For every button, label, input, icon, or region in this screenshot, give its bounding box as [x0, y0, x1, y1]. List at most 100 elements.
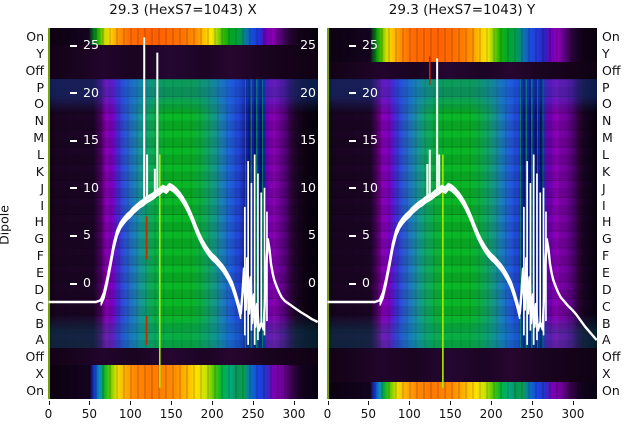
gap-bottom [48, 348, 318, 366]
row-label-right-12: G [602, 231, 612, 247]
row-label-right-21: On [602, 383, 620, 399]
inner-ytick-value: 5 [362, 227, 370, 243]
row-label-right-6: M [602, 130, 613, 146]
inner-ytick-dash [349, 92, 356, 95]
inner-ytick-value: 25 [83, 37, 99, 52]
x-tick-1-100 [409, 401, 411, 405]
x-tick-label-1-150: 150 [438, 407, 462, 421]
x-tick-label-1-200: 200 [479, 407, 503, 421]
inner-ytick-left-25: 25 [349, 38, 378, 52]
x-tick-label-1-250: 250 [520, 407, 544, 421]
heatmap-panel-0: 25 25 20 20 15 15 10 10 5 5 0 0 [48, 28, 318, 399]
x-tick-label-0-250: 250 [241, 407, 265, 421]
row-label-left-19: Off [25, 349, 44, 365]
row-label-right-15: D [602, 281, 612, 297]
overlay-curve [327, 182, 597, 341]
body-row-bands [327, 78, 597, 349]
gap-top [48, 44, 318, 79]
row-label-left-16: C [35, 298, 44, 314]
row-label-right-1: Y [602, 45, 610, 61]
inner-ytick-value: 0 [362, 275, 370, 290]
row-label-right-11: H [602, 214, 612, 230]
overlay-curve [100, 188, 242, 320]
inner-ytick-value: 20 [83, 84, 99, 100]
inner-ytick-dash [349, 282, 356, 285]
inner-ytick-right-10: 10 [300, 179, 316, 195]
row-label-left-9: J [40, 180, 44, 196]
row-label-right-17: B [602, 315, 611, 331]
row-label-right-5: N [602, 113, 612, 129]
x-tick-1-50 [368, 401, 370, 405]
row-label-left-12: G [34, 231, 44, 247]
row-label-right-18: A [602, 332, 611, 348]
inner-ytick-dash [70, 44, 77, 47]
inner-ytick-left-10: 10 [70, 179, 99, 195]
inner-ytick-right-25: 25 [300, 37, 316, 52]
body-tint [327, 78, 597, 349]
inner-ytick-dash [70, 282, 77, 285]
x-tick-label-0-50: 50 [81, 407, 98, 421]
inner-ytick-left-5: 5 [349, 228, 370, 242]
inner-ytick-value: 5 [83, 227, 91, 243]
inner-ytick-left-10: 10 [349, 180, 378, 195]
panel-title-y: 29.3 (HexS7=1043) Y [388, 2, 536, 18]
inner-ytick-left-0: 0 [70, 276, 91, 290]
x-tick-label-1-0: 0 [323, 407, 332, 421]
row-label-left-18: A [35, 332, 44, 348]
x-tick-1-0 [327, 401, 329, 405]
stripe-bottom [48, 365, 318, 399]
x-tick-1-250 [532, 401, 534, 405]
row-label-right-14: E [602, 265, 610, 281]
x-tick-0-50 [89, 401, 91, 405]
body-texture [327, 78, 597, 349]
overlay-traces [327, 56, 597, 388]
inner-ytick-value: 25 [362, 37, 378, 52]
inner-ytick-left-5: 5 [70, 228, 91, 242]
row-label-left-1: Y [36, 45, 44, 61]
row-label-right-13: F [602, 248, 610, 264]
inner-ytick-left-15: 15 [349, 133, 378, 147]
row-label-left-13: F [36, 248, 44, 264]
row-label-left-21: On [26, 383, 44, 399]
body-tint [48, 78, 318, 349]
overlay-curve [379, 187, 521, 318]
inner-ytick-left-20: 20 [349, 85, 378, 100]
body-row-bands [48, 78, 318, 349]
x-tick-1-200 [491, 401, 493, 405]
row-label-right-10: I [602, 197, 606, 213]
overlay-curve [379, 188, 521, 320]
row-label-left-8: K [35, 163, 44, 179]
x-tick-0-250 [253, 401, 255, 405]
heatmap-panel-1: 25 20 15 10 5 0 [327, 28, 597, 399]
heatmap-body [327, 78, 597, 349]
row-label-left-2: Off [25, 62, 44, 78]
row-label-left-10: I [40, 197, 44, 213]
x-tick-label-1-100: 100 [397, 407, 421, 421]
heatmap-body [48, 78, 318, 349]
x-tick-0-100 [130, 401, 132, 405]
inner-ytick-dash [349, 234, 356, 237]
row-label-left-11: H [34, 214, 44, 230]
row-label-left-3: P [36, 79, 44, 95]
row-label-right-7: L [602, 146, 609, 162]
stripe-top [48, 28, 318, 45]
inner-ytick-value: 10 [83, 179, 99, 195]
panel-edge-line [327, 28, 329, 399]
x-tick-1-300 [572, 401, 574, 405]
row-label-right-0: On [602, 28, 620, 44]
row-label-right-19: Off [602, 349, 621, 365]
body-texture [48, 78, 318, 349]
inner-ytick-left-25: 25 [70, 38, 99, 52]
x-tick-label-1-300: 300 [561, 407, 585, 421]
overlay-traces [48, 37, 318, 388]
panel-title-x: 29.3 (HexS7=1043) X [109, 2, 257, 18]
x-tick-label-0-200: 200 [200, 407, 224, 421]
inner-ytick-right-0: 0 [308, 275, 316, 290]
x-tick-1-150 [450, 401, 452, 405]
row-label-left-0: On [26, 28, 44, 44]
overlay-curve [379, 185, 521, 316]
stripe-bottom-texture [327, 382, 597, 399]
x-tick-label-0-300: 300 [282, 407, 306, 421]
panel-edge-line [48, 28, 50, 399]
